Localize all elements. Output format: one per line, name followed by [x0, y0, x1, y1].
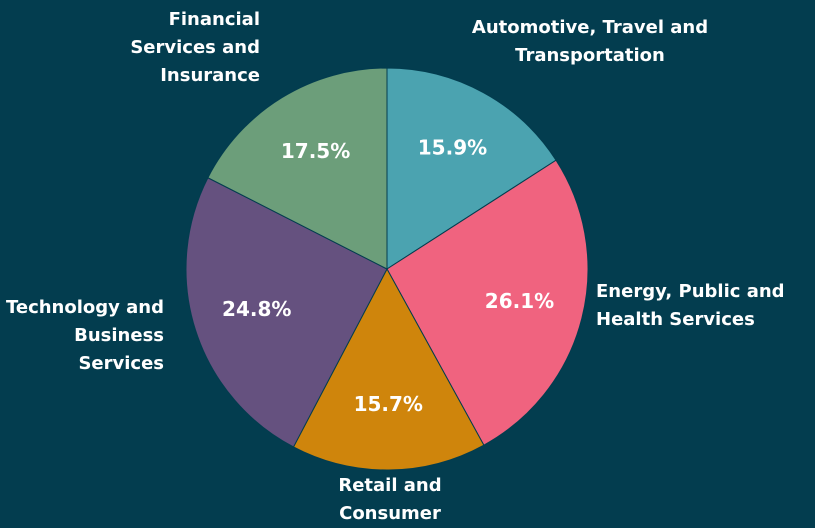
value-label: 26.1%: [485, 289, 554, 313]
pie-slice: [386, 159, 589, 446]
pie-slice: [386, 67, 557, 270]
category-label: Retail and Consumer: [338, 475, 442, 524]
pie-slice: [185, 177, 388, 448]
pie-slice: [292, 267, 485, 471]
category-label: Automotive, Travel and Transportation: [471, 17, 709, 66]
category-label: Energy, Public and Health Services: [596, 281, 785, 330]
pie-slice: [207, 67, 388, 270]
category-label: Technology and Business Services: [5, 297, 164, 374]
category-label: Financial Services and Insurance: [130, 9, 260, 86]
value-label: 17.5%: [281, 139, 350, 163]
value-label: 15.9%: [418, 136, 487, 160]
value-label: 24.8%: [222, 297, 291, 321]
value-label: 15.7%: [354, 392, 423, 416]
